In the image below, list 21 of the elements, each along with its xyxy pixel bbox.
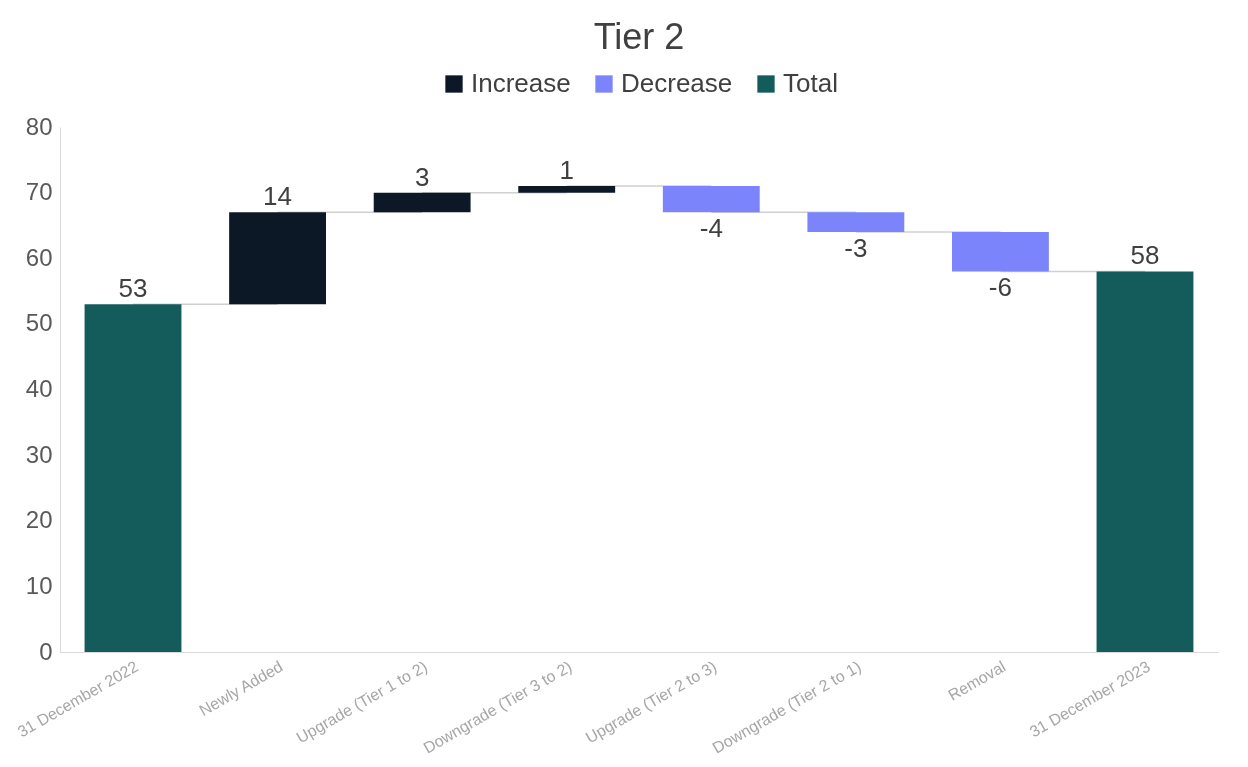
- legend-label: Total: [783, 68, 838, 98]
- chart-title: Tier 2: [593, 16, 685, 57]
- y-tick-label: 0: [39, 637, 53, 665]
- y-tick-label: 50: [25, 309, 53, 337]
- data-label: 3: [414, 161, 430, 192]
- y-tick-label: 80: [25, 112, 53, 140]
- legend-label: Decrease: [621, 68, 733, 98]
- data-label: 53: [118, 273, 148, 304]
- legend-label: Increase: [471, 68, 571, 98]
- y-tick-label: 60: [25, 243, 53, 271]
- y-tick-label: 20: [25, 506, 53, 534]
- data-label: -4: [699, 213, 723, 244]
- data-label: -6: [988, 272, 1012, 303]
- data-label: -3: [844, 233, 868, 263]
- y-tick-label: 40: [25, 375, 53, 402]
- data-label: 1: [559, 155, 574, 186]
- y-tick-label: 70: [25, 178, 53, 206]
- data-label: 14: [263, 181, 293, 212]
- y-tick-label: 30: [25, 440, 53, 468]
- data-label: 58: [1130, 240, 1160, 271]
- y-tick-label: 10: [25, 571, 53, 599]
